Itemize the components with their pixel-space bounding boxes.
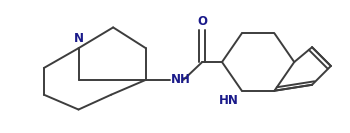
Text: N: N xyxy=(74,32,84,45)
Text: O: O xyxy=(197,15,207,28)
Text: NH: NH xyxy=(170,73,190,86)
Text: HN: HN xyxy=(219,94,239,107)
